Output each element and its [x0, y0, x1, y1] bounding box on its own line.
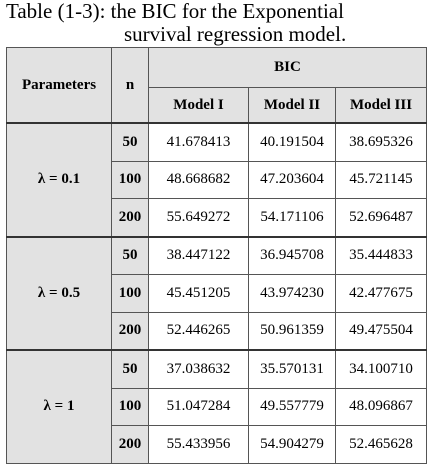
title-line: survival regression model. — [124, 22, 347, 46]
n-cell: 50 — [111, 235, 149, 275]
value-cell: 35.444833 — [334, 235, 428, 275]
header-row: Model I Model II Model III — [7, 87, 428, 124]
n-cell: 200 — [111, 198, 149, 237]
parameter-cell: λ = 0.1 — [6, 122, 112, 237]
data-row: 200 55.649272 54.171106 52.696487 — [7, 198, 428, 237]
value-cell: 45.451205 — [148, 274, 249, 313]
n-cell: 200 — [111, 425, 149, 464]
value-cell: 48.668682 — [148, 160, 249, 199]
header-row: Parameters n BIC — [6, 47, 428, 124]
value-cell: 50.961359 — [248, 311, 336, 351]
header-cell: Parameters — [6, 47, 112, 124]
value-cell: 42.477675 — [334, 274, 428, 313]
value-cell: 54.904279 — [248, 425, 336, 464]
value-cell: 35.570131 — [248, 349, 336, 389]
data-row: 200 55.433956 54.904279 52.465628 — [7, 425, 428, 464]
n-cell: 100 — [111, 274, 149, 313]
data-row: λ = 1 50 37.038632 35.570131 34.100710 — [6, 349, 428, 464]
value-cell: 47.203604 — [248, 160, 336, 199]
value-cell: 51.047284 — [148, 387, 249, 426]
header-cell: Model I — [148, 87, 249, 124]
data-row: 100 51.047284 49.557779 48.096867 — [7, 387, 428, 426]
value-cell: 36.945708 — [248, 235, 336, 275]
value-cell: 34.100710 — [334, 349, 428, 389]
value-cell: 52.465628 — [334, 425, 428, 464]
n-cell: 50 — [111, 349, 149, 389]
data-row: 200 52.446265 50.961359 49.475504 — [7, 311, 428, 351]
title-line: Table (1-3): the BIC for the Exponential — [6, 0, 344, 23]
n-cell: 100 — [111, 160, 149, 199]
value-cell: 45.721145 — [334, 160, 428, 199]
value-cell: 55.433956 — [148, 425, 249, 464]
value-cell: 55.649272 — [148, 198, 249, 237]
value-cell: 41.678413 — [148, 122, 249, 162]
value-cell: 52.696487 — [334, 198, 428, 237]
n-cell: 50 — [111, 122, 149, 162]
value-cell: 43.974230 — [248, 274, 336, 313]
n-cell: 100 — [111, 387, 149, 426]
value-cell: 40.191504 — [248, 122, 336, 162]
value-cell: 49.557779 — [248, 387, 336, 426]
n-cell: 200 — [111, 311, 149, 351]
parameter-cell: λ = 0.5 — [6, 235, 112, 351]
data-row: 100 48.668682 47.203604 45.721145 — [7, 160, 428, 199]
header-cell: Model II — [248, 87, 336, 124]
title: Table (1-3): the BIC for the Exponential… — [6, 0, 426, 46]
value-cell: 54.171106 — [248, 198, 336, 237]
data-row: λ = 0.1 50 41.678413 40.191504 38.695326 — [6, 122, 428, 237]
table-body: Parameters n BIC Model I Model II Model III λ … — [6, 47, 428, 464]
data-row: 100 45.451205 43.974230 42.477675 — [7, 274, 428, 313]
value-cell: 49.475504 — [334, 311, 428, 351]
header-cell: Model III — [334, 87, 428, 124]
value-cell: 48.096867 — [334, 387, 428, 426]
value-cell: 37.038632 — [148, 349, 249, 389]
parameter-cell: λ = 1 — [6, 349, 112, 464]
data-row: λ = 0.5 50 38.447122 36.945708 35.444833 — [6, 235, 428, 351]
value-cell: 38.447122 — [148, 235, 249, 275]
header-cell: n — [111, 47, 149, 124]
value-cell: 52.446265 — [148, 311, 249, 351]
header-cell: BIC — [147, 47, 428, 88]
bic-table: Parameters n BIC Model I Model II Model III λ … — [6, 47, 428, 464]
value-cell: 38.695326 — [334, 122, 428, 162]
